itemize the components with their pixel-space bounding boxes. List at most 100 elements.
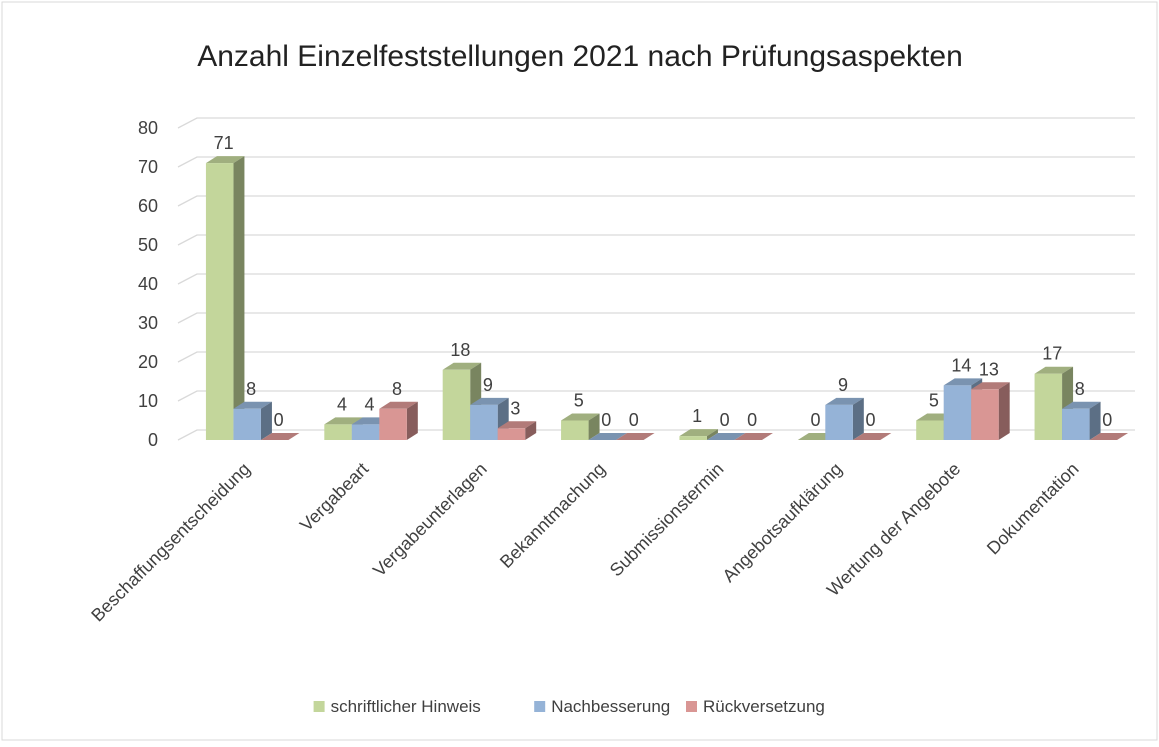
value-label: 8 [1075, 379, 1085, 399]
y-tick-label: 30 [138, 313, 158, 333]
legend-label: Rückversetzung [703, 697, 825, 716]
y-tick-label: 70 [138, 157, 158, 177]
bar-side [1089, 401, 1101, 440]
y-tick-label: 80 [138, 118, 158, 138]
grid-line [177, 234, 1135, 246]
legend-label: Nachbesserung [551, 697, 670, 716]
bar-top [852, 433, 892, 440]
value-label: 18 [450, 340, 470, 360]
bar-front [379, 408, 407, 440]
value-label: 8 [392, 379, 402, 399]
value-label: 3 [510, 398, 520, 418]
value-label: 0 [811, 410, 821, 430]
bar-top [324, 417, 363, 425]
bar [706, 433, 746, 440]
value-label: 0 [601, 410, 611, 430]
y-tick-label: 50 [138, 235, 158, 255]
bar-top [706, 433, 746, 440]
value-label: 1 [692, 406, 702, 426]
bar-top [734, 433, 773, 440]
y-tick-label: 60 [138, 196, 158, 216]
bar-top [1089, 433, 1129, 440]
bar [260, 433, 300, 440]
bar-top [470, 397, 509, 405]
bar-top [497, 421, 537, 429]
bar [825, 397, 864, 440]
bar [679, 429, 718, 440]
grid-line [177, 312, 1135, 324]
bar [233, 401, 272, 440]
grid-line [177, 156, 1135, 168]
bar [561, 413, 600, 440]
grid-line [177, 390, 1135, 402]
y-tick-label: 20 [138, 352, 158, 372]
bar-front [351, 424, 380, 440]
bar-top [442, 362, 482, 370]
bar-side [588, 413, 600, 440]
bar-front [1034, 373, 1063, 440]
bar [1034, 366, 1074, 440]
legend-swatch [313, 701, 325, 712]
grid-line [177, 117, 1135, 129]
bar-top [1062, 401, 1101, 409]
bar [616, 433, 655, 440]
bar [1089, 433, 1129, 440]
bar-top [1034, 366, 1074, 374]
value-label: 13 [979, 359, 999, 379]
bar-front [442, 369, 471, 440]
y-tick-label: 40 [138, 274, 158, 294]
chart-title: Anzahl Einzelfeststellungen 2021 nach Pr… [197, 40, 963, 73]
bar-front [825, 404, 853, 440]
legend-swatch [534, 701, 546, 712]
value-label: 9 [838, 375, 848, 395]
bar-front [205, 163, 234, 440]
bar-top [943, 378, 983, 386]
bar-front [233, 408, 261, 440]
bar-front [497, 428, 526, 440]
bar [497, 421, 537, 440]
value-label: 9 [483, 375, 493, 395]
value-label: 71 [214, 133, 234, 153]
value-label: 0 [274, 410, 284, 430]
bar-top [679, 429, 718, 437]
value-label: 0 [629, 410, 639, 430]
bar [1062, 401, 1101, 440]
bar [852, 433, 892, 440]
bar-top [205, 156, 245, 164]
bar [971, 382, 1010, 440]
grid-line [177, 273, 1135, 285]
bar-side [525, 421, 537, 440]
value-label: 0 [1102, 410, 1112, 430]
bar-top [825, 397, 864, 405]
bar-top [616, 433, 655, 440]
bar-top [260, 433, 300, 440]
value-label: 4 [337, 394, 347, 414]
bar [588, 433, 628, 440]
value-label: 0 [720, 410, 730, 430]
y-tick-label: 10 [138, 391, 158, 411]
value-label: 5 [574, 391, 584, 411]
grid-line [177, 195, 1135, 207]
value-label: 0 [866, 410, 876, 430]
bar-front [679, 436, 707, 440]
value-label: 5 [929, 391, 939, 411]
bar [379, 401, 418, 440]
bar-side [233, 156, 245, 440]
bar-top [971, 382, 1010, 390]
bar-front [470, 404, 498, 440]
bar-top [379, 401, 418, 409]
value-label: 17 [1042, 344, 1062, 364]
bar-top [588, 433, 628, 440]
bar-front [561, 420, 589, 440]
value-label: 8 [246, 379, 256, 399]
grid-line [177, 429, 1135, 441]
bar [734, 433, 773, 440]
bar [205, 156, 245, 440]
bar-top [561, 413, 600, 421]
value-label: 4 [365, 394, 375, 414]
grid-line [177, 351, 1135, 363]
legend-label: schriftlicher Hinweis [331, 697, 481, 716]
value-label: 14 [951, 355, 971, 375]
bar-side [706, 429, 718, 440]
